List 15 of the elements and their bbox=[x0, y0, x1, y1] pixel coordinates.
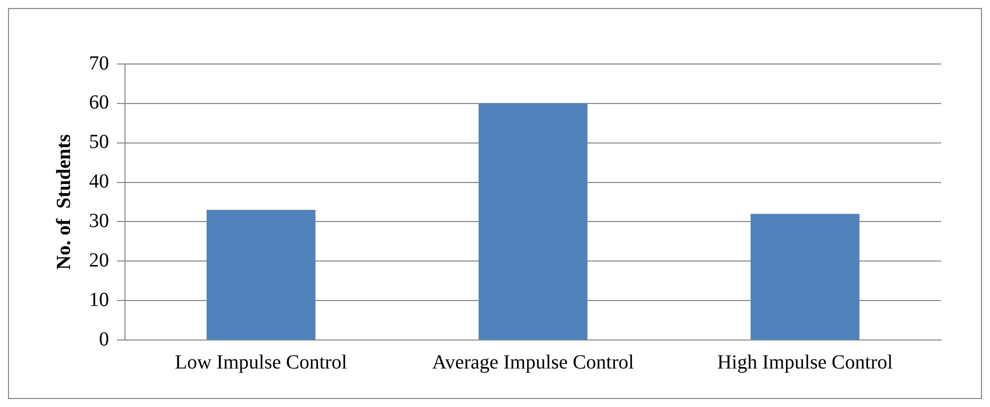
y-tick-label: 50 bbox=[89, 131, 109, 154]
x-tick-label: Average Impulse Control bbox=[432, 351, 634, 374]
y-tick-label: 60 bbox=[89, 92, 109, 114]
x-tick-label: Low Impulse Control bbox=[174, 351, 348, 374]
y-tick-label: 40 bbox=[89, 170, 109, 193]
bar bbox=[206, 210, 316, 340]
y-tick-label: 30 bbox=[89, 210, 109, 232]
y-tick-label: 0 bbox=[99, 328, 109, 350]
x-tick-label: High Impulse Control bbox=[717, 351, 894, 374]
y-axis-title: No. of Students bbox=[53, 134, 76, 270]
y-tick-label: 20 bbox=[89, 249, 109, 272]
bar bbox=[750, 214, 860, 340]
y-tick-label: 10 bbox=[89, 288, 109, 311]
bar bbox=[478, 103, 588, 340]
y-tick-label: 70 bbox=[89, 52, 109, 74]
